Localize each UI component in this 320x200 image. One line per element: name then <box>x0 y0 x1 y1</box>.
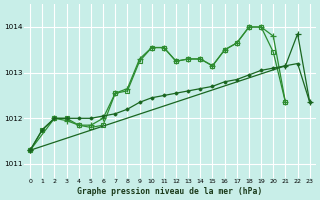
X-axis label: Graphe pression niveau de la mer (hPa): Graphe pression niveau de la mer (hPa) <box>77 187 263 196</box>
